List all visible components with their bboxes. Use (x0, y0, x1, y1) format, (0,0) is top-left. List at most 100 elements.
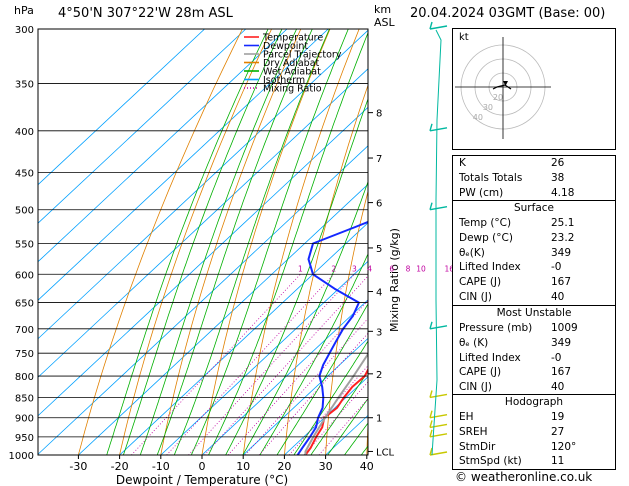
storm-motion-marker (503, 81, 508, 86)
wet-adiabat-line (344, 422, 368, 455)
wet-adiabat-line (310, 371, 368, 455)
mixing-ratio-line (288, 365, 368, 455)
pressure-tick-label: 550 (15, 239, 34, 250)
dry-adiabat-line (160, 29, 302, 455)
mu-row: CIN (J) 40 (459, 381, 565, 394)
mixing-ratio-line (204, 275, 368, 455)
surface-row: Temp (°C) 25.1 (459, 217, 575, 229)
km-tick-label: 1 (376, 414, 382, 425)
isotherm-line (119, 222, 368, 455)
pressure-tick-label: 950 (15, 433, 34, 444)
parcel-trajectory-series (304, 352, 368, 455)
pressure-tick-label: 650 (15, 299, 34, 310)
km-tick-label: 3 (376, 327, 382, 338)
dry-adiabat-line (325, 189, 368, 455)
mixing-ratio-line (188, 274, 355, 455)
surface-row: θₑ(K) 349 (459, 246, 572, 259)
temp-tick-label: -30 (69, 460, 87, 473)
km-tick-label: 4 (376, 288, 382, 299)
temp-tick-label: -10 (152, 460, 170, 473)
pressure-tick-label: 600 (15, 270, 34, 281)
wet-adiabat-line (242, 180, 368, 455)
most-unstable-table: Most Unstable Pressure (mb) 1009 θₑ (K) 34… (452, 305, 616, 396)
hodograph-ring-label: 30 (483, 103, 493, 112)
wind-barb (429, 202, 448, 211)
hodo-row: EH 19 (459, 411, 565, 423)
wind-barb (429, 420, 448, 429)
pressure-tick-label: 350 (15, 80, 34, 91)
pressure-tick-label: 300 (15, 25, 34, 36)
temp-tick-label: 30 (319, 460, 333, 473)
hodo-row: StmSpd (kt) 11 (459, 455, 565, 468)
km-tick-label: 6 (376, 199, 382, 210)
hodograph-trace (492, 84, 512, 90)
legend-label: Isotherm (263, 75, 305, 86)
mixing-ratio-line (303, 381, 368, 455)
surface-title: Surface (513, 202, 554, 214)
plot-area (38, 29, 368, 455)
dry-adiabat-line (284, 84, 368, 455)
pressure-tick-label: 900 (15, 414, 34, 425)
legend-label: Temperature (262, 33, 323, 44)
isotherm-line (38, 29, 368, 340)
isotherm-line (38, 29, 288, 263)
isotherm-line (201, 299, 368, 455)
wet-adiabat-line (190, 29, 349, 455)
dry-adiabat-line (201, 29, 331, 455)
mu-row: θₑ (K) 349 (459, 336, 572, 349)
isotherm-line (242, 337, 368, 455)
hodo-row: SREH 27 (459, 425, 565, 438)
pressure-tick-label: 700 (15, 325, 34, 336)
mixing-ratio-line (166, 274, 335, 455)
wet-adiabat-line (208, 31, 368, 455)
dry-adiabat-line (77, 29, 243, 455)
isotherm-line (160, 260, 368, 455)
mixing-ratio-label: 3 (352, 264, 357, 273)
surface-table: Surface Temp (°C) 25.1 Dewp (°C) 23.2 θₑ(K… (452, 200, 616, 306)
wind-barb (429, 321, 448, 330)
wet-adiabat-line (122, 29, 283, 455)
wet-adiabat-line (276, 303, 368, 455)
isotherm-line (38, 29, 329, 301)
hodograph-ring-label: 20 (493, 93, 503, 102)
indices-table: K 26 Totals Totals 38 PW (cm) 4.18 (452, 155, 616, 202)
datetime-title: 20.04.2024 03GMT (Base: 00) (410, 6, 606, 21)
temp-tick-label: 40 (360, 460, 374, 473)
temperature-series (304, 367, 368, 455)
hpa-unit-label: hPa (14, 4, 34, 17)
asl-unit-label: ASL (374, 16, 395, 29)
surface-row: CIN (J) 40 (459, 290, 565, 303)
wind-barb (429, 123, 448, 132)
index-row-k: K 26 (459, 157, 565, 169)
wet-adiabat-line (156, 29, 313, 455)
wet-adiabat-line (139, 29, 298, 455)
most-unstable-title: Most Unstable (496, 307, 572, 319)
isotherm-line (38, 29, 247, 224)
surface-row: CAPE (J) 167 (459, 276, 572, 289)
mu-row: Pressure (mb) 1009 (459, 322, 578, 334)
wet-adiabat-line (225, 97, 368, 455)
mixing-ratio-label: 16 (445, 264, 455, 273)
plot-frame (37, 28, 369, 456)
pressure-tick-label: 450 (15, 168, 34, 179)
wet-adiabat-line (259, 253, 368, 455)
temp-tick-label: 0 (199, 460, 206, 473)
index-row-pw: PW (cm) 4.18 (459, 186, 575, 199)
dry-adiabat-line (366, 417, 368, 455)
surface-row: Lifted Index -0 (459, 261, 562, 274)
isotherm-line (38, 29, 205, 186)
pressure-tick-label: 800 (15, 372, 34, 383)
hodo-row: StmDir 120° (459, 440, 577, 453)
isotherm-line (38, 145, 368, 455)
temp-tick-label: 10 (236, 460, 250, 473)
wet-adiabat-line (327, 397, 368, 455)
hodograph-panel: kt 40 30 20 (452, 28, 616, 150)
km-tick-label: 2 (376, 370, 382, 381)
pressure-tick-label: 850 (15, 393, 34, 404)
x-axis-label: Dewpoint / Temperature (°C) (116, 473, 288, 486)
temp-tick-label: 20 (277, 460, 291, 473)
wind-barb (429, 390, 448, 399)
credit-text: © weatheronline.co.uk (455, 470, 593, 484)
mixing-ratio-line (131, 274, 301, 455)
pressure-tick-label: 750 (15, 349, 34, 360)
